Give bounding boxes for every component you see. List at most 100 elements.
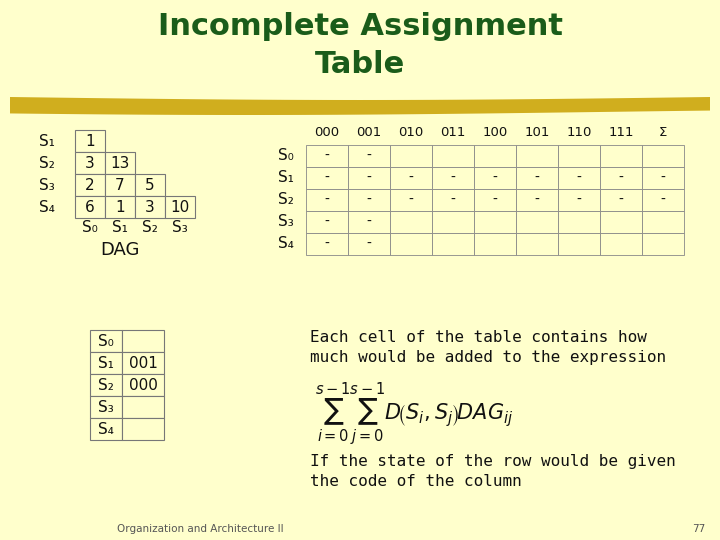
Bar (90, 374, 122, 396)
Bar (306, 211, 348, 233)
Text: S₁: S₁ (98, 355, 114, 370)
Bar (558, 189, 600, 211)
Bar (348, 167, 390, 189)
Bar (348, 189, 390, 211)
Bar (600, 167, 642, 189)
Bar (90, 418, 122, 440)
Bar (432, 167, 474, 189)
Text: 111: 111 (608, 126, 634, 139)
Text: 6: 6 (85, 199, 95, 214)
Text: Organization and Architecture II: Organization and Architecture II (117, 524, 283, 534)
Text: S₂: S₂ (278, 192, 294, 207)
Text: -: - (325, 171, 330, 185)
Bar (642, 233, 684, 255)
Bar (642, 145, 684, 167)
Bar (516, 167, 558, 189)
Text: S₁: S₁ (278, 171, 294, 186)
Text: 5: 5 (145, 178, 155, 192)
Bar (516, 145, 558, 167)
Text: -: - (492, 193, 498, 207)
Text: -: - (451, 193, 456, 207)
Bar (306, 233, 348, 255)
Bar (75, 130, 105, 152)
Text: 011: 011 (441, 126, 466, 139)
Bar (165, 196, 195, 218)
Text: If the state of the row would be given: If the state of the row would be given (310, 454, 676, 469)
Text: -: - (408, 193, 413, 207)
Bar (122, 396, 164, 418)
Text: S₄: S₄ (278, 237, 294, 252)
Bar (558, 211, 600, 233)
Text: -: - (618, 171, 624, 185)
Polygon shape (10, 97, 710, 115)
Bar (474, 233, 516, 255)
Bar (600, 189, 642, 211)
Text: -: - (534, 171, 539, 185)
Bar (105, 196, 135, 218)
Bar (474, 145, 516, 167)
Bar (348, 233, 390, 255)
Bar (90, 330, 122, 352)
Text: -: - (534, 193, 539, 207)
Text: S₁: S₁ (39, 133, 55, 148)
Text: 1: 1 (115, 199, 125, 214)
Text: S₃: S₃ (39, 178, 55, 192)
Bar (75, 152, 105, 174)
Text: S₃: S₃ (98, 400, 114, 415)
Text: 10: 10 (171, 199, 189, 214)
Text: 3: 3 (85, 156, 95, 171)
Bar (516, 211, 558, 233)
Text: S₃: S₃ (278, 214, 294, 230)
Bar (600, 145, 642, 167)
Bar (122, 418, 164, 440)
Text: S₁: S₁ (112, 220, 128, 235)
Text: -: - (366, 171, 372, 185)
Text: 3: 3 (145, 199, 155, 214)
Text: 13: 13 (110, 156, 130, 171)
Text: S₂: S₂ (39, 156, 55, 171)
Bar (122, 374, 164, 396)
Text: -: - (451, 171, 456, 185)
Text: 77: 77 (692, 524, 705, 534)
Bar (558, 145, 600, 167)
Bar (122, 330, 164, 352)
Bar (642, 211, 684, 233)
Text: 7: 7 (115, 178, 125, 192)
Text: 110: 110 (567, 126, 592, 139)
Bar (516, 233, 558, 255)
Text: -: - (366, 149, 372, 163)
Text: 001: 001 (129, 355, 158, 370)
Bar (390, 167, 432, 189)
Text: S₀: S₀ (98, 334, 114, 348)
Bar (90, 352, 122, 374)
Text: -: - (325, 237, 330, 251)
Bar (122, 352, 164, 374)
Text: S₀: S₀ (82, 220, 98, 235)
Bar (516, 189, 558, 211)
Bar (642, 189, 684, 211)
Text: 1: 1 (85, 133, 95, 148)
Text: -: - (325, 215, 330, 229)
Bar (75, 196, 105, 218)
Text: -: - (660, 193, 665, 207)
Text: -: - (660, 171, 665, 185)
Text: S₂: S₂ (98, 377, 114, 393)
Bar (105, 152, 135, 174)
Bar (432, 189, 474, 211)
Bar (135, 196, 165, 218)
Text: S₄: S₄ (98, 422, 114, 436)
Bar (474, 189, 516, 211)
Bar (558, 233, 600, 255)
Text: Each cell of the table contains how: Each cell of the table contains how (310, 330, 647, 345)
Text: 2: 2 (85, 178, 95, 192)
Bar (432, 233, 474, 255)
Text: -: - (366, 215, 372, 229)
Text: -: - (325, 149, 330, 163)
Text: the code of the column: the code of the column (310, 474, 522, 489)
Text: 001: 001 (356, 126, 382, 139)
Bar (306, 189, 348, 211)
Bar (600, 211, 642, 233)
Bar (390, 189, 432, 211)
Bar (135, 174, 165, 196)
Text: 010: 010 (398, 126, 423, 139)
